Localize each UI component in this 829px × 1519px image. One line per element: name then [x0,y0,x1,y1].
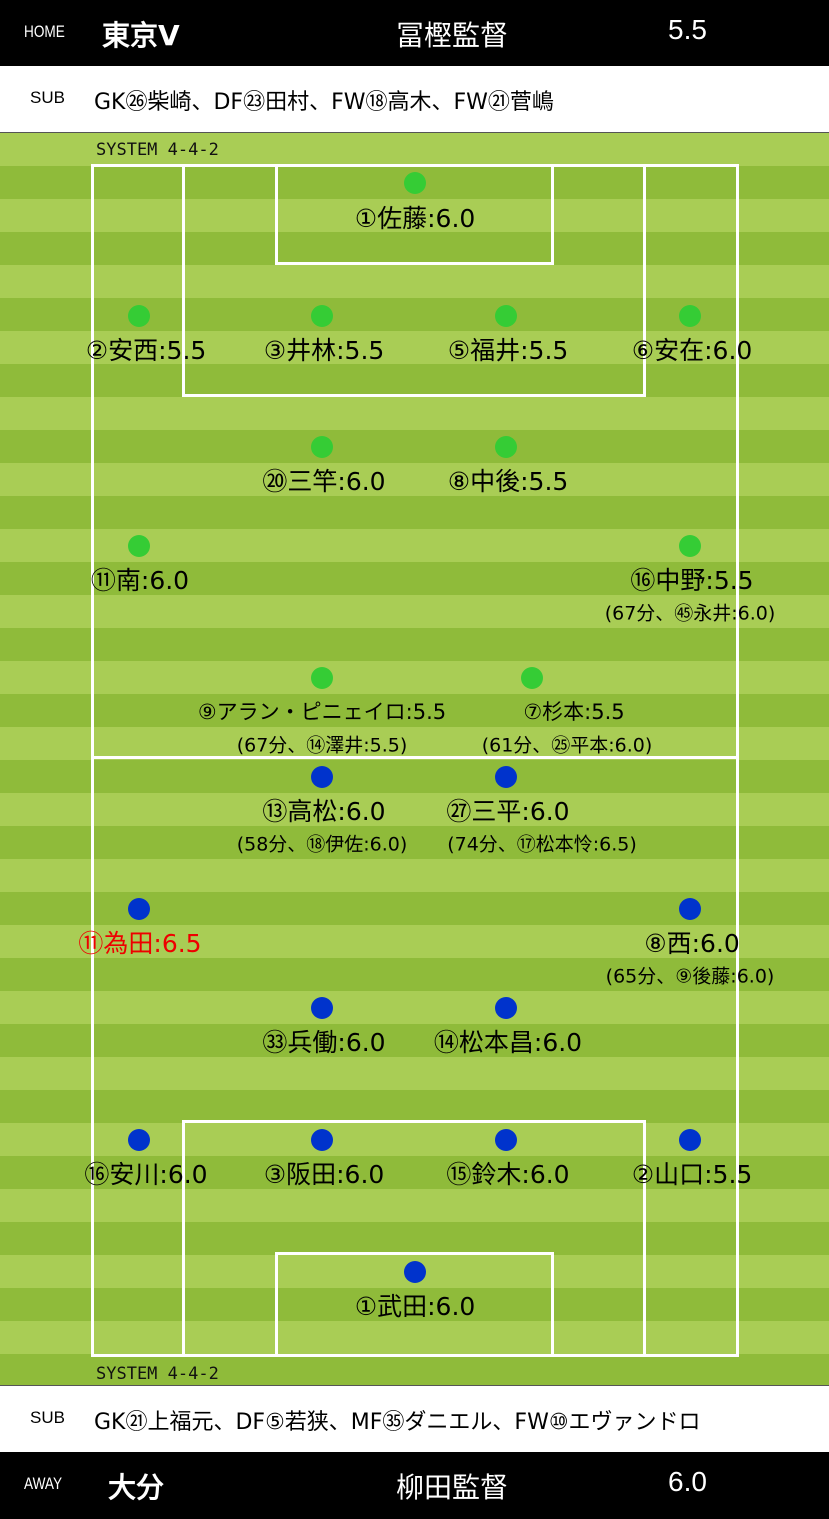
substitution-label: (67分、㊺永井:6.0) [604,602,776,625]
player-marker [311,766,333,788]
pitch [0,132,829,1386]
home-team: 東京V [102,19,180,52]
player-marker [679,1129,701,1151]
player-marker [495,766,517,788]
home-subs: SUB GK㉖柴崎、DF㉓田村、FW⑱高木、FW㉑菅嶋 [0,66,829,132]
player-marker [128,898,150,920]
player-marker [495,305,517,327]
player-marker [128,535,150,557]
player-label: ⑤福井:5.5 [447,336,569,365]
player-label: ⑧西:6.0 [644,929,740,958]
top-penalty-box [182,164,646,397]
player-label: ㉝兵働:6.0 [262,1028,386,1057]
home-coach: 冨樫監督 [396,19,509,52]
player-marker [404,172,426,194]
player-label: ⑭松本昌:6.0 [433,1028,583,1057]
home-sub-tag: SUB [30,88,65,107]
substitution-label: (74分、⑰松本怜:6.5) [447,833,637,856]
away-tag: AWAY [24,1474,63,1493]
player-marker [311,305,333,327]
player-label: ⑮鈴木:6.0 [446,1160,570,1189]
player-label: ⑦杉本:5.5 [523,700,625,724]
player-label: ⑧中後:5.5 [447,467,569,496]
player-label: ㉗三平:6.0 [446,797,570,826]
top-goal-area [275,164,554,265]
substitution-label: (67分、⑭澤井:5.5) [236,734,408,757]
bottom-penalty-box [182,1120,646,1357]
player-marker [311,1129,333,1151]
player-marker [128,305,150,327]
player-marker [521,667,543,689]
player-marker [679,898,701,920]
halfway-line [91,756,739,759]
player-label: ⑯安川:6.0 [84,1160,208,1189]
away-system: SYSTEM 4-4-2 [96,1364,219,1384]
player-label: ⑪南:6.0 [90,566,190,595]
substitution-label: (58分、⑱伊佐:6.0) [236,833,408,856]
player-label: ①武田:6.0 [354,1292,476,1321]
away-coach: 柳田監督 [396,1471,509,1504]
away-sub-tag: SUB [30,1408,65,1427]
player-label: ①佐藤:6.0 [354,204,476,233]
player-marker [128,1129,150,1151]
substitution-label: (65分、⑨後藤:6.0) [605,965,775,988]
substitution-label: (61分、㉕平本:6.0) [481,734,653,757]
player-marker [311,667,333,689]
player-marker [311,997,333,1019]
away-sub-list: GK㉑上福元、DF⑤若狭、MF㉟ダニエル、FW⑩エヴァンドロ [94,1410,701,1435]
player-label: ⑳三竿:6.0 [262,467,386,496]
player-label: ⑬高松:6.0 [262,797,386,826]
player-marker [404,1261,426,1283]
home-header: HOME 東京V 冨樫監督 5.5 [0,0,829,66]
player-marker [495,436,517,458]
player-label: ⑯中野:5.5 [630,566,754,595]
away-team: 大分 [108,1471,165,1504]
player-marker [311,436,333,458]
bottom-goal-area [275,1252,554,1357]
pitch-boundary [91,164,739,1357]
away-subs: SUB GK㉑上福元、DF⑤若狭、MF㉟ダニエル、FW⑩エヴァンドロ [0,1386,829,1452]
away-header: AWAY 大分 柳田監督 6.0 [0,1452,829,1519]
player-label-highlighted: ⑪為田:6.5 [78,929,202,958]
away-coach-rating: 6.0 [668,1466,707,1497]
player-marker [495,997,517,1019]
player-label: ③井林:5.5 [263,336,385,365]
home-coach-rating: 5.5 [668,14,707,45]
player-marker [495,1129,517,1151]
player-label: ②山口:5.5 [631,1160,753,1189]
player-label: ②安西:5.5 [85,336,207,365]
player-label: ⑥安在:6.0 [631,336,753,365]
home-tag: HOME [24,22,65,41]
home-sub-list: GK㉖柴崎、DF㉓田村、FW⑱高木、FW㉑菅嶋 [94,90,554,115]
home-system: SYSTEM 4-4-2 [96,140,219,160]
player-label: ③阪田:6.0 [263,1160,385,1189]
player-marker [679,305,701,327]
player-label: ⑨アラン・ピニェイロ:5.5 [197,700,447,724]
player-marker [679,535,701,557]
